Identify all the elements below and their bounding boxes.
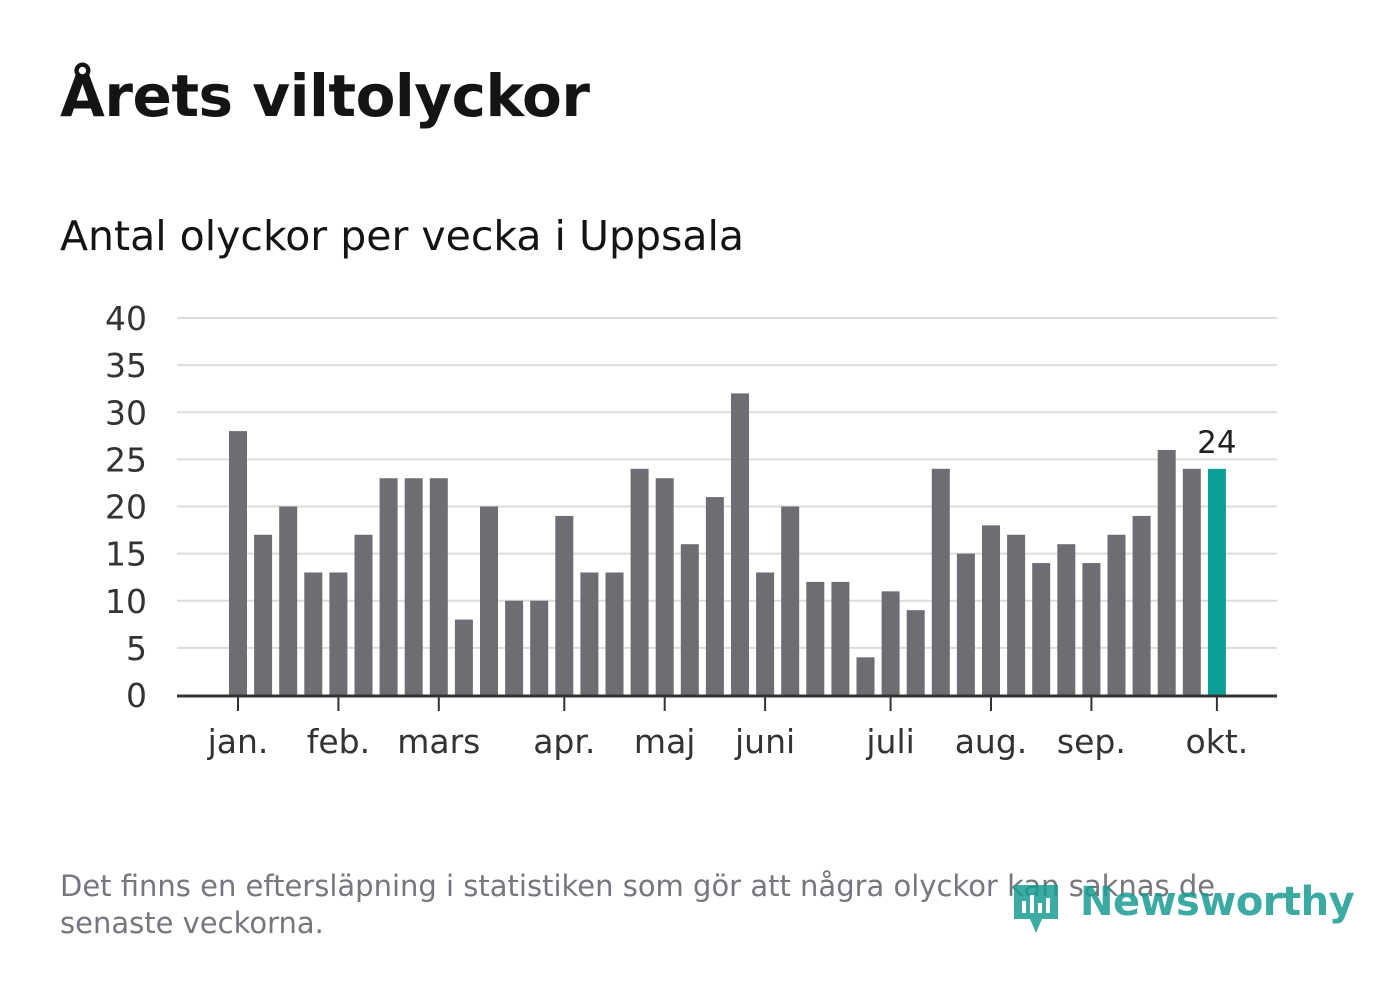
bar: [1182, 468, 1201, 695]
bar: [881, 591, 900, 695]
chart-subtitle: Antal olyckor per vecka i Uppsala: [60, 212, 745, 260]
bar: [480, 506, 498, 695]
bars: [229, 393, 1226, 695]
bar: [1107, 534, 1126, 695]
bar: [756, 572, 775, 695]
y-tick-label: 10: [105, 582, 147, 621]
y-tick-label: 0: [126, 676, 147, 715]
bar: [580, 572, 599, 695]
bar: [1057, 544, 1076, 695]
bar: [956, 553, 975, 695]
y-tick-label: 15: [105, 535, 147, 574]
y-tick-label: 20: [105, 488, 147, 527]
x-tick-label: jan.: [207, 722, 269, 761]
bar: [856, 657, 875, 695]
x-tick-label: sep.: [1057, 722, 1126, 761]
bar: [379, 478, 398, 695]
bar: [555, 515, 574, 695]
bar: [630, 468, 649, 695]
bar: [906, 610, 925, 695]
bar-highlighted: [1207, 468, 1226, 695]
x-tick-label: feb.: [307, 722, 370, 761]
bar: [254, 534, 273, 695]
bar: [680, 544, 699, 695]
x-axis-ticks: jan. feb. mars apr. maj juni juli aug. sep. okt.: [207, 697, 1249, 761]
bar: [1007, 534, 1026, 695]
bar: [781, 506, 800, 695]
x-tick-label: okt.: [1186, 722, 1249, 761]
x-tick-label: maj: [634, 722, 696, 761]
bar: [931, 468, 950, 695]
bar: [279, 506, 298, 695]
bar: [982, 525, 1000, 695]
x-tick-label: aug.: [955, 722, 1028, 761]
x-tick-label: juli: [865, 722, 914, 761]
bar: [1132, 515, 1151, 695]
bar: [404, 478, 423, 695]
x-tick-label: mars: [397, 722, 480, 761]
highlight-value-label: 24: [1197, 425, 1236, 461]
y-tick-label: 40: [105, 299, 147, 338]
bar: [1032, 563, 1051, 695]
y-tick-label: 5: [126, 629, 147, 668]
bar: [505, 600, 524, 695]
y-tick-label: 35: [105, 346, 147, 385]
bar: [831, 581, 850, 695]
x-tick-label: apr.: [533, 722, 595, 761]
y-tick-label: 30: [105, 393, 147, 432]
bar: [530, 600, 549, 695]
y-tick-label: 25: [105, 440, 147, 479]
chart-title: Årets viltolyckor: [60, 62, 590, 130]
bar: [731, 393, 749, 695]
newsworthy-logo-icon: [1014, 885, 1058, 933]
x-tick-label: juni: [734, 722, 795, 761]
bar: [354, 534, 373, 695]
bar: [605, 572, 624, 695]
bar: [454, 619, 473, 695]
bar: [655, 478, 674, 695]
bar: [329, 572, 348, 695]
bar: [304, 572, 323, 695]
newsworthy-logo-text: Newsworthy: [1080, 879, 1355, 925]
bar: [1082, 563, 1101, 695]
bar: [1157, 449, 1176, 695]
y-axis-ticks: 0 5 10 15 20 25 30 35 40: [105, 299, 147, 715]
bar: [429, 478, 448, 695]
bar: [229, 431, 247, 695]
newsworthy-logo: Newsworthy: [1010, 875, 1355, 945]
bar: [806, 581, 825, 695]
bar-chart: 0 5 10 15 20 25 30 35 40 jan. feb. mars apr. maj juni…: [105, 299, 1277, 761]
bar: [705, 497, 724, 695]
